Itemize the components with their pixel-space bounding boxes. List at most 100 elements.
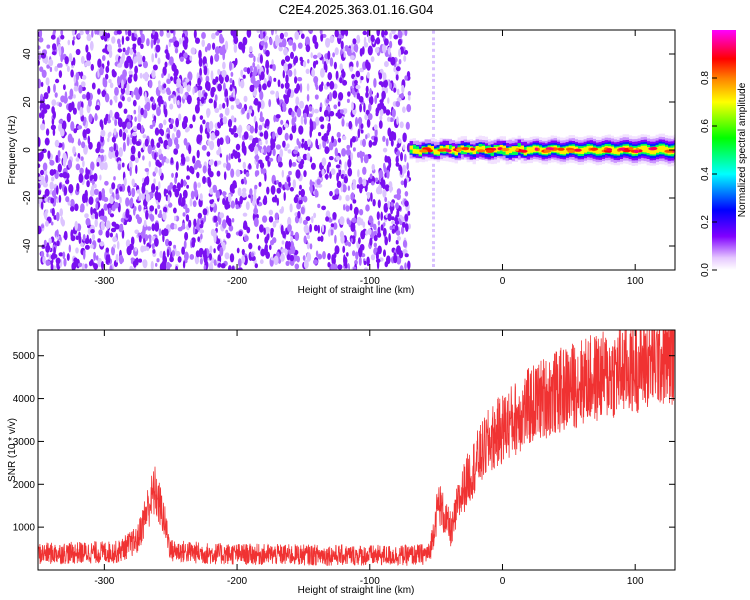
heatmap-noise-cell bbox=[79, 167, 84, 175]
heatmap-noise-cell bbox=[77, 101, 81, 111]
heatmap-noise-cell bbox=[159, 209, 162, 216]
heatmap-noise-cell bbox=[68, 53, 73, 62]
heatmap-noise-cell bbox=[297, 210, 301, 219]
heatmap-noise-cell bbox=[248, 144, 252, 151]
heatmap-noise-cell bbox=[317, 52, 322, 58]
heatmap-noise-cell bbox=[377, 103, 382, 111]
heatmap-noise-cell bbox=[97, 88, 101, 95]
heatmap-noise-cell bbox=[142, 134, 147, 139]
heatmap-noise-cell bbox=[109, 82, 114, 89]
heatmap-noise-cell bbox=[180, 155, 186, 165]
heatmap-noise-cell bbox=[374, 127, 378, 138]
heatmap-noise-cell bbox=[121, 79, 124, 89]
heatmap-faint-cell bbox=[432, 78, 435, 82]
heatmap-noise-cell bbox=[363, 154, 369, 164]
heatmap-noise-cell bbox=[382, 179, 386, 190]
heatmap-noise-cell bbox=[345, 148, 351, 156]
heatmap-noise-cell bbox=[359, 48, 363, 57]
heatmap-noise-cell bbox=[229, 253, 235, 263]
heatmap-faint-cell bbox=[432, 55, 435, 59]
heatmap-noise-cell bbox=[192, 225, 196, 235]
heatmap-noise-cell bbox=[73, 128, 78, 134]
heatmap-noise-cell bbox=[135, 164, 138, 174]
heatmap-noise-cell bbox=[212, 184, 218, 193]
heatmap-noise-cell bbox=[150, 260, 154, 270]
heatmap-signal-cell bbox=[445, 145, 449, 152]
heatmap-noise-cell bbox=[259, 54, 263, 64]
heatmap-noise-cell bbox=[259, 116, 265, 123]
heatmap-noise-cell bbox=[38, 163, 41, 168]
heatmap-noise-cell bbox=[203, 265, 207, 270]
heatmap-noise-cell bbox=[80, 156, 84, 162]
heatmap-noise-cell bbox=[217, 83, 223, 92]
heatmap-noise-cell bbox=[58, 194, 62, 203]
heatmap-noise-cell bbox=[359, 103, 362, 113]
heatmap-noise-cell bbox=[163, 206, 168, 213]
heatmap-faint-cell bbox=[432, 246, 435, 250]
heatmap-noise-cell bbox=[258, 140, 263, 146]
heatmap-noise-cell bbox=[81, 94, 87, 100]
y-tick-label: 0 bbox=[22, 147, 33, 153]
heatmap-noise-cell bbox=[111, 136, 116, 143]
heatmap-noise-cell bbox=[233, 132, 239, 138]
heatmap-noise-cell bbox=[136, 189, 141, 194]
heatmap-noise-cell bbox=[248, 163, 252, 170]
heatmap-noise-cell bbox=[363, 102, 366, 113]
heatmap-noise-cell bbox=[317, 224, 320, 234]
heatmap-noise-cell bbox=[93, 183, 97, 189]
heatmap-noise-cell bbox=[206, 132, 210, 139]
heatmap-noise-cell bbox=[304, 106, 308, 113]
heatmap-noise-cell bbox=[140, 124, 144, 134]
heatmap-noise-cell bbox=[288, 69, 293, 77]
heatmap-noise-cell bbox=[109, 232, 113, 238]
heatmap-noise-cell bbox=[131, 91, 134, 98]
heatmap-noise-cell bbox=[219, 153, 223, 158]
heatmap-signal-cell bbox=[640, 145, 644, 153]
heatmap-noise-cell bbox=[86, 91, 91, 101]
heatmap-noise-cell bbox=[300, 188, 306, 198]
heatmap-noise-cell bbox=[118, 147, 124, 158]
heatmap-noise-cell bbox=[344, 108, 348, 114]
heatmap-noise-cell bbox=[366, 118, 371, 128]
heatmap-noise-cell bbox=[140, 231, 145, 239]
heatmap-signal-cell bbox=[412, 148, 416, 154]
heatmap-noise-cell bbox=[373, 223, 377, 230]
heatmap-noise-cell bbox=[208, 98, 213, 104]
heatmap-noise-cell bbox=[158, 80, 161, 86]
heatmap-noise-cell bbox=[133, 72, 138, 82]
snr-panel: -300 -200 -100 0 100 1000 2000 3000 4000 5000 He… bbox=[7, 329, 676, 596]
heatmap-noise-cell bbox=[182, 189, 188, 199]
heatmap-noise-cell bbox=[210, 132, 216, 141]
heatmap-noise-cell bbox=[182, 40, 186, 48]
heatmap-noise-cell bbox=[113, 128, 117, 136]
heatmap-noise-cell bbox=[215, 190, 220, 199]
heatmap-noise-cell bbox=[303, 140, 308, 151]
heatmap-noise-cell bbox=[299, 30, 303, 35]
heatmap-noise-cell bbox=[281, 169, 284, 178]
heatmap-noise-cell bbox=[209, 188, 214, 195]
heatmap-noise-cell bbox=[288, 159, 292, 168]
heatmap-noise-cell bbox=[223, 162, 227, 168]
heatmap-noise-cell bbox=[229, 61, 232, 71]
heatmap-hotspot bbox=[534, 147, 538, 151]
heatmap-noise-cell bbox=[146, 38, 150, 47]
y-tick-label: -40 bbox=[22, 238, 33, 253]
heatmap-noise-cell bbox=[73, 85, 79, 92]
heatmap-noise-cell bbox=[243, 146, 247, 156]
heatmap-noise-cell bbox=[173, 148, 179, 155]
heatmap-noise-cell bbox=[62, 171, 68, 179]
heatmap-noise-cell bbox=[73, 257, 78, 263]
heatmap-noise-cell bbox=[197, 217, 200, 227]
heatmap-noise-cell bbox=[329, 35, 335, 44]
heatmap-noise-cell bbox=[256, 233, 259, 240]
heatmap-noise-cell bbox=[345, 194, 350, 202]
heatmap-noise-cell bbox=[303, 235, 307, 244]
heatmap-signal-cell bbox=[436, 149, 440, 155]
heatmap-noise-cell bbox=[277, 79, 281, 88]
heatmap-noise-cell bbox=[73, 74, 77, 84]
heatmap-noise-cell bbox=[358, 248, 363, 258]
heatmap-noise-cell bbox=[167, 137, 172, 145]
heatmap-signal-cell bbox=[646, 147, 650, 154]
heatmap-hotspot bbox=[557, 147, 565, 151]
heatmap-noise-cell bbox=[64, 56, 69, 65]
